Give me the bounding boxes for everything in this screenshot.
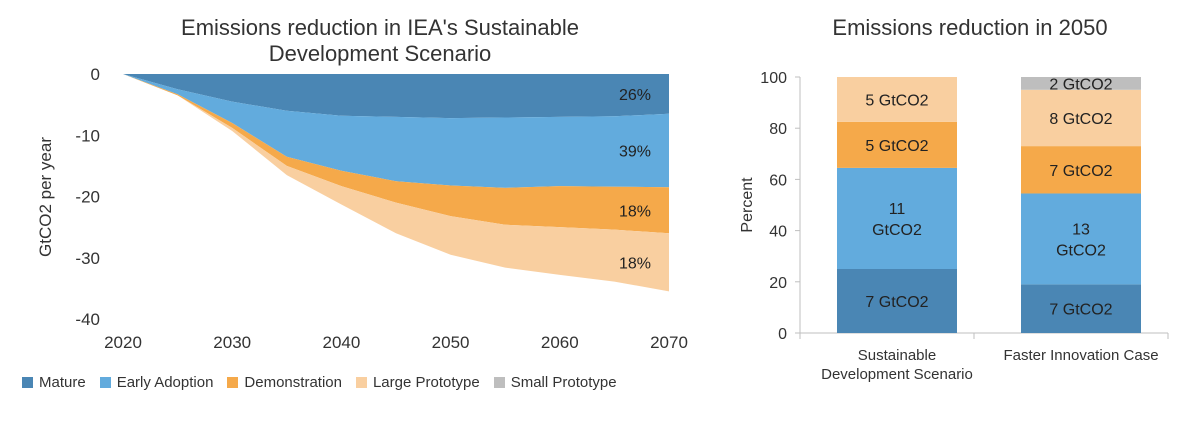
x-tick-label: 2060	[541, 333, 579, 352]
bar-category-label: Development Scenario	[821, 366, 973, 383]
bar-segment-early-adoption	[837, 167, 957, 269]
bar-segment-label: 8 GtCO2	[1049, 111, 1112, 128]
area-percent-label: 18%	[619, 203, 651, 220]
bar-segment-label: 7 GtCO2	[865, 294, 928, 311]
legend-item-early-adoption: Early Adoption	[99, 374, 214, 391]
legend-swatch-small-prototype	[493, 377, 505, 388]
legend-swatch-demonstration	[227, 377, 239, 388]
area-chart-title-line-2: Development Scenario	[268, 41, 492, 66]
area-percent-label: 18%	[619, 255, 651, 272]
legend-swatch-early-adoption	[99, 377, 111, 388]
bar-segment-large-prototype	[837, 77, 957, 122]
bar-y-tick-label: 60	[769, 172, 787, 189]
area-demonstration	[123, 74, 669, 234]
bar-y-tick-label: 0	[778, 326, 787, 343]
bar-segment-label: 5 GtCO2	[865, 138, 928, 155]
x-tick-label: 2040	[322, 333, 360, 352]
legend-item-demonstration: Demonstration	[227, 374, 342, 391]
bar-chart: 0 20 40 60 80 100 Percent 7 GtCO2 11 GtCO2 5 GtCO2…	[739, 70, 1169, 383]
legend-label-small-prototype: Small Prototype	[510, 374, 617, 391]
legend-item-mature: Mature	[22, 374, 86, 391]
y-tick-label: 0	[91, 65, 100, 84]
bar-segment-label: GtCO2	[1056, 242, 1106, 259]
y-tick-label: -40	[75, 310, 100, 329]
x-tick-label: 2070	[650, 333, 688, 352]
legend-item-small-prototype: Small Prototype	[493, 374, 617, 391]
x-tick-label: 2020	[104, 333, 142, 352]
legend: Mature Early Adoption Demonstration Larg…	[22, 374, 617, 391]
legend-swatch-mature	[22, 377, 33, 388]
area-mature	[123, 74, 669, 119]
y-tick-label: -10	[75, 126, 100, 145]
bar-category-label: Faster Innovation Case	[1003, 347, 1158, 364]
y-tick-label: -30	[75, 249, 100, 268]
bar-segment-label: 11	[889, 201, 906, 218]
bar-segment-label: 7 GtCO2	[1049, 163, 1112, 180]
y-tick-label: -20	[75, 188, 100, 207]
bar-segment-label: 7 GtCO2	[1049, 302, 1112, 319]
area-early-adoption	[123, 74, 669, 188]
y-axis-label: GtCO2 per year	[36, 137, 55, 257]
legend-label-early-adoption: Early Adoption	[116, 374, 214, 391]
bar-segment-label: 2 GtCO2	[1049, 76, 1112, 93]
bar-segment-early-adoption	[1021, 193, 1141, 285]
x-tick-label: 2030	[213, 333, 251, 352]
legend-swatch-large-prototype	[355, 377, 367, 388]
bar-segment-label: 5 GtCO2	[865, 92, 928, 109]
area-percent-label: 26%	[619, 87, 651, 104]
bar-category-label: Sustainable	[858, 347, 936, 364]
legend-label-large-prototype: Large Prototype	[372, 374, 480, 391]
bar-segment-mature	[837, 269, 957, 333]
x-tick-label: 2050	[432, 333, 470, 352]
legend-item-large-prototype: Large Prototype	[355, 374, 480, 391]
bar-segment-demonstration	[837, 121, 957, 168]
bar-segment-large-prototype	[1021, 89, 1141, 147]
legend-label-demonstration: Demonstration	[244, 374, 342, 391]
bar-y-axis-label: Percent	[739, 177, 756, 233]
bar-segment-label: 13	[1072, 221, 1090, 238]
bar-chart-title: Emissions reduction in 2050	[832, 15, 1108, 40]
area-chart-title: Emissions reduction in IEA's Sustainable…	[110, 15, 650, 67]
area-percent-label: 39%	[619, 144, 651, 161]
area-chart-title-line-1: Emissions reduction in IEA's Sustainable	[181, 15, 579, 40]
area-large-prototype	[123, 74, 669, 292]
bar-y-tick-label: 100	[760, 70, 787, 87]
bar-segment-mature	[1021, 284, 1141, 333]
bar-segment-small-prototype	[1021, 77, 1141, 90]
legend-label-mature: Mature	[39, 374, 86, 391]
bar-segment-demonstration	[1021, 146, 1141, 194]
bar-segment-label: GtCO2	[872, 222, 922, 239]
bar-y-tick-label: 40	[769, 224, 787, 241]
bar-y-tick-label: 20	[769, 275, 787, 292]
bar-y-tick-label: 80	[769, 121, 787, 138]
